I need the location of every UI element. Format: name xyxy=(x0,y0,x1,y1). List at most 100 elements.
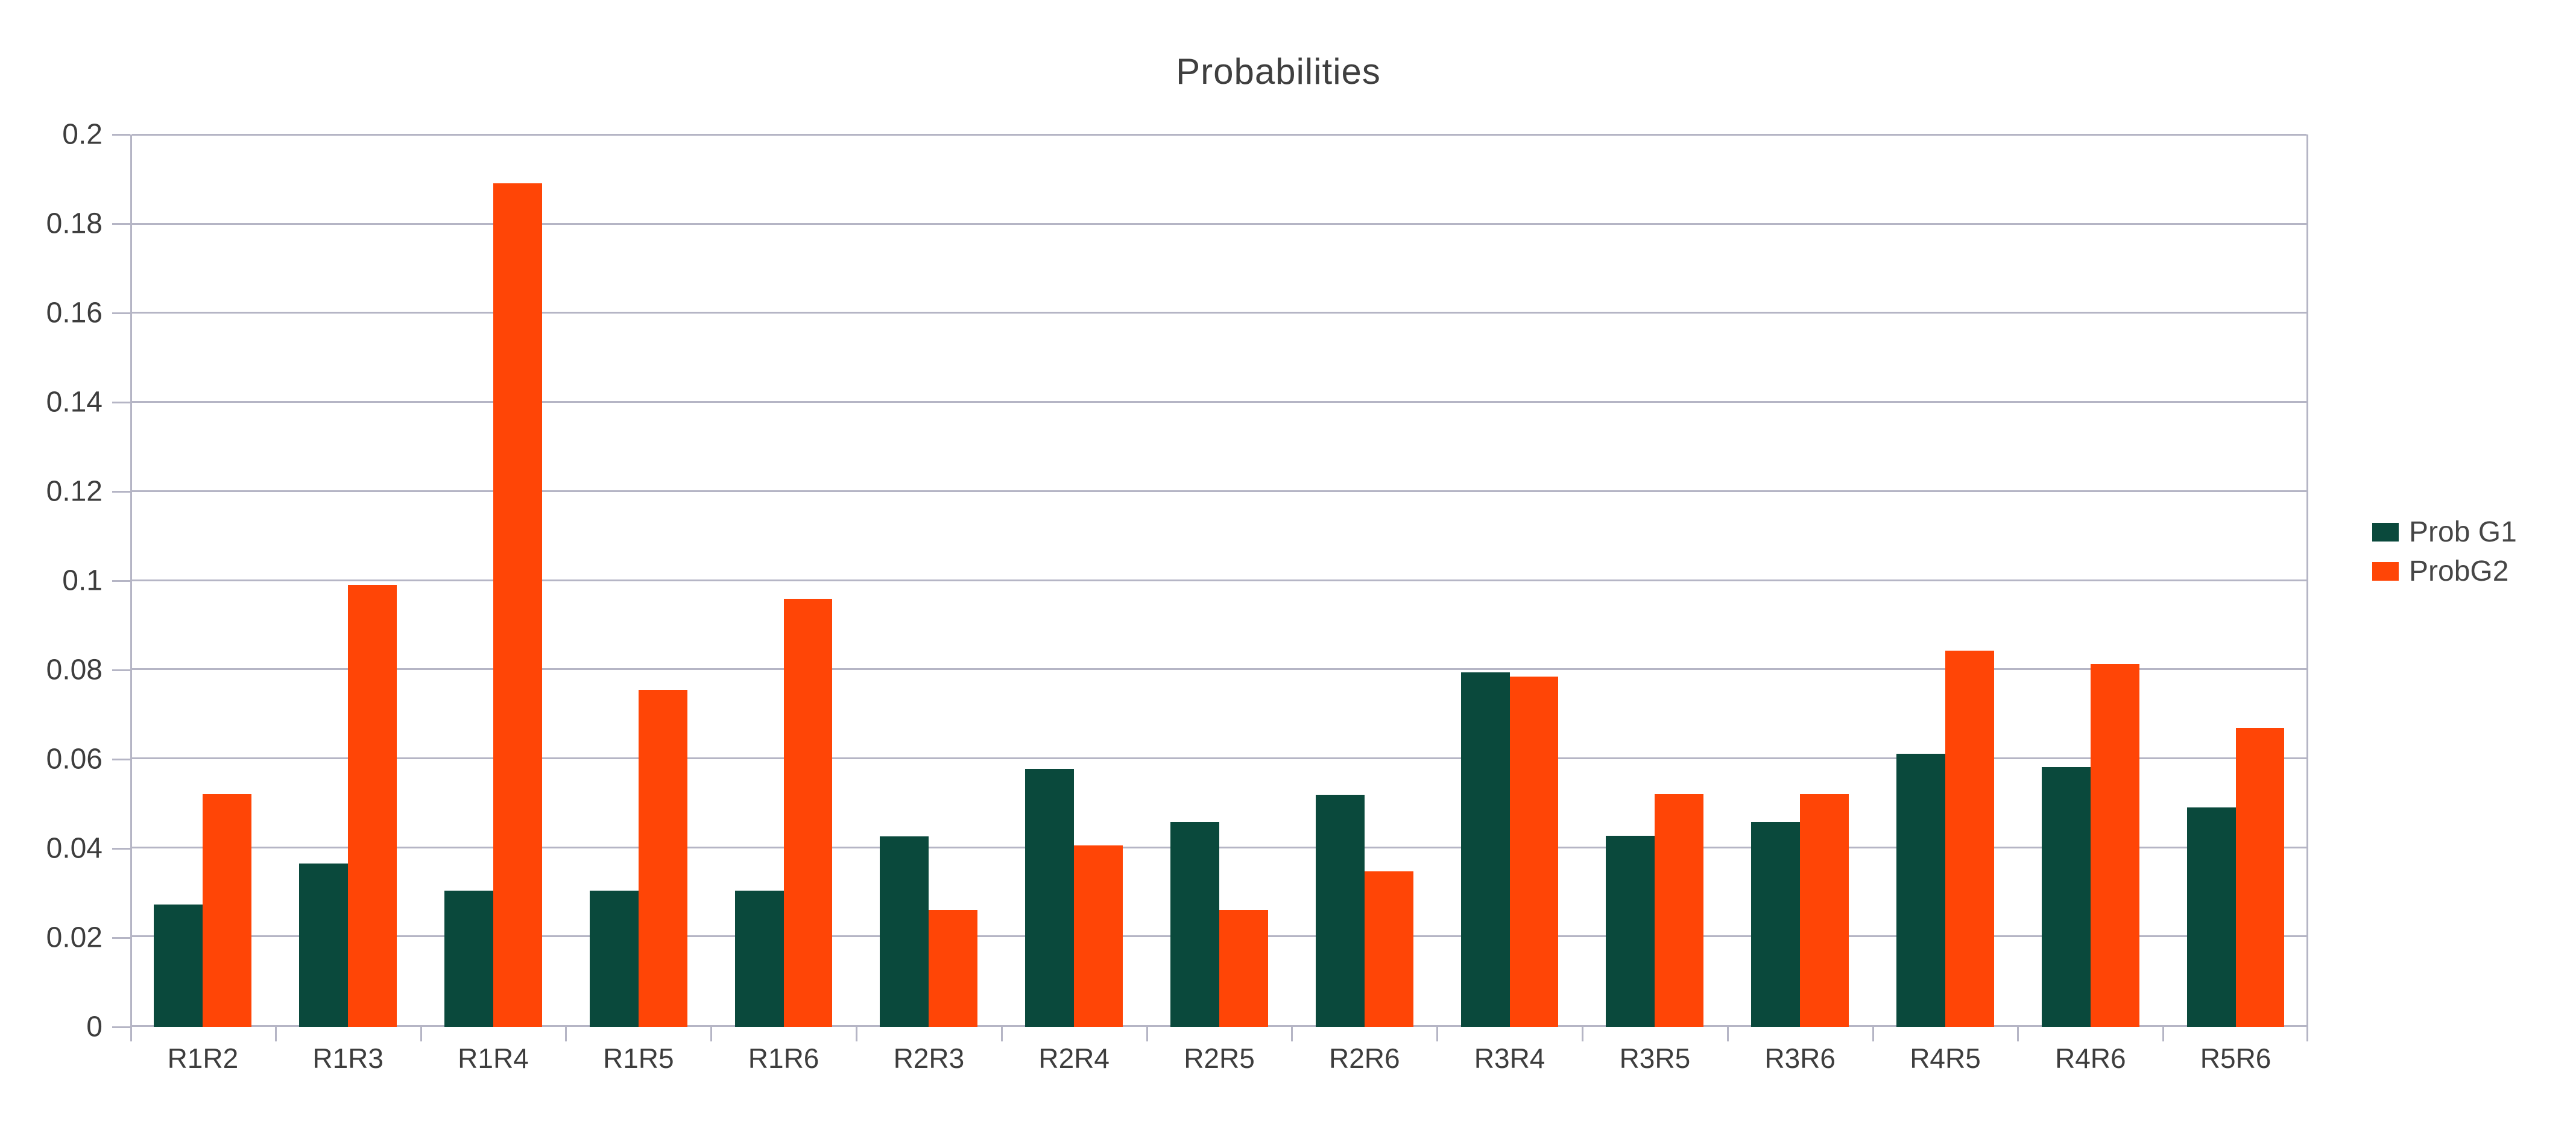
x-label-R1R5: R1R5 xyxy=(602,1043,674,1074)
x-label-R2R5: R2R5 xyxy=(1184,1043,1255,1074)
bar-group-R3R6 xyxy=(1728,134,1873,1027)
x-axis-tick xyxy=(2306,1027,2308,1041)
bar-group-R2R4 xyxy=(1002,134,1147,1027)
y-tick-label: 0.2 xyxy=(62,118,103,151)
y-tick-label: 0.02 xyxy=(46,921,103,954)
x-axis-tick xyxy=(420,1027,422,1041)
bar-probg2-R3R6 xyxy=(1800,794,1849,1027)
x-label-R2R3: R2R3 xyxy=(893,1043,965,1074)
bar-group-R4R5 xyxy=(1873,134,2018,1027)
x-axis-tick xyxy=(1291,1027,1293,1041)
gridline xyxy=(132,223,2306,225)
bar-group-R5R6 xyxy=(2163,134,2308,1027)
x-axis-tick xyxy=(710,1027,713,1041)
y-tick-label: 0.04 xyxy=(46,832,103,865)
y-tick-label: 0.12 xyxy=(46,475,103,508)
x-label-R3R5: R3R5 xyxy=(1619,1043,1691,1074)
y-axis-tick xyxy=(112,402,130,403)
x-axis-tick-labels: R1R2 R1R3 R1R4 R1R5 R1R6 R2R3 R2R4 R2R5 R2R6 R3R4… xyxy=(130,1042,2308,1078)
y-axis-tick xyxy=(112,669,130,671)
bar-probg2-R1R6 xyxy=(783,599,833,1027)
gridline xyxy=(132,312,2306,314)
x-label-R2R4: R2R4 xyxy=(1038,1043,1110,1074)
bar-group-R2R6 xyxy=(1292,134,1437,1027)
bar-probg1-R2R4 xyxy=(1025,768,1075,1027)
bar-group-R4R6 xyxy=(2018,134,2163,1027)
y-axis-tick xyxy=(112,491,130,493)
bar-probg1-R4R6 xyxy=(2041,766,2091,1027)
y-axis-tick-labels: 0 0.02 0.04 0.06 0.08 0.1 0.12 0.14 0.16 0.18 0.2 xyxy=(0,119,103,1043)
y-axis-tick xyxy=(112,580,130,582)
y-tick-label: 0.1 xyxy=(62,564,103,597)
x-axis-tick xyxy=(1581,1027,1583,1041)
bar-probg1-R1R2 xyxy=(154,904,203,1027)
bar-groups xyxy=(130,134,2308,1027)
bar-probg1-R3R5 xyxy=(1606,836,1655,1027)
bar-probg1-R3R6 xyxy=(1751,822,1801,1027)
x-label-R1R3: R1R3 xyxy=(312,1043,384,1074)
x-label-R1R6: R1R6 xyxy=(748,1043,819,1074)
y-tick-label: 0.06 xyxy=(46,743,103,775)
x-label-R4R6: R4R6 xyxy=(2054,1043,2126,1074)
bar-probg1-R4R5 xyxy=(1896,754,1945,1027)
x-label-R1R4: R1R4 xyxy=(458,1043,529,1074)
legend-entry-probg1: Prob G1 xyxy=(2372,516,2517,548)
gridline xyxy=(132,757,2306,759)
y-tick-label: 0.08 xyxy=(46,654,103,686)
y-tick-label: 0.18 xyxy=(46,207,103,240)
y-axis-tick xyxy=(112,223,130,225)
bar-group-R2R3 xyxy=(856,134,1002,1027)
bar-group-R1R6 xyxy=(711,134,856,1027)
x-axis-tick xyxy=(2017,1027,2019,1041)
bar-group-R1R4 xyxy=(421,134,566,1027)
x-label-R3R4: R3R4 xyxy=(1474,1043,1545,1074)
gridline xyxy=(132,579,2306,581)
x-axis-tick xyxy=(855,1027,857,1041)
bar-group-R1R2 xyxy=(130,134,276,1027)
bar-group-R2R5 xyxy=(1147,134,1292,1027)
bar-group-R3R5 xyxy=(1582,134,1728,1027)
y-axis-tick xyxy=(112,848,130,850)
bar-probg2-R5R6 xyxy=(2235,728,2285,1027)
y-axis-tick xyxy=(112,1026,130,1028)
bar-probg1-R1R6 xyxy=(734,890,784,1027)
x-axis-tick xyxy=(565,1027,567,1041)
x-label-R2R6: R2R6 xyxy=(1328,1043,1400,1074)
y-axis-tick xyxy=(112,312,130,314)
bar-probg1-R5R6 xyxy=(2186,807,2236,1027)
legend: Prob G1 ProbG2 xyxy=(2372,516,2517,587)
bar-probg2-R4R6 xyxy=(2090,664,2139,1027)
bar-probg2-R1R2 xyxy=(203,794,252,1027)
x-axis-tick xyxy=(1146,1027,1148,1041)
bar-probg2-R1R5 xyxy=(638,690,687,1027)
bar-probg1-R1R5 xyxy=(589,890,639,1027)
bar-probg1-R1R3 xyxy=(299,864,349,1027)
gridline xyxy=(132,668,2306,671)
y-tick-label: 0.14 xyxy=(46,386,103,418)
bar-probg1-R3R4 xyxy=(1460,672,1510,1027)
bar-probg2-R2R3 xyxy=(929,910,978,1027)
x-axis-tick xyxy=(1436,1027,1439,1041)
x-label-R3R6: R3R6 xyxy=(1764,1043,1836,1074)
gridline xyxy=(132,134,2306,136)
bar-probg2-R1R4 xyxy=(493,183,542,1027)
x-axis-tick xyxy=(130,1027,132,1041)
legend-entry-probg2: ProbG2 xyxy=(2372,555,2517,587)
y-axis-tick xyxy=(112,759,130,760)
y-tick-label: 0 xyxy=(86,1011,103,1043)
gridline xyxy=(132,490,2306,492)
x-axis-tick xyxy=(1000,1027,1003,1041)
gridline xyxy=(132,401,2306,403)
legend-swatch-icon xyxy=(2372,522,2399,542)
legend-label: Prob G1 xyxy=(2409,516,2517,548)
gridline xyxy=(132,846,2306,848)
x-label-R5R6: R5R6 xyxy=(2200,1043,2271,1074)
y-axis-tick xyxy=(112,937,130,939)
bar-group-R3R4 xyxy=(1437,134,1582,1027)
y-axis-tick xyxy=(112,134,130,136)
x-axis-tick xyxy=(274,1027,277,1041)
x-axis-tick xyxy=(2162,1027,2165,1041)
bar-group-R1R3 xyxy=(276,134,421,1027)
legend-swatch-icon xyxy=(2372,561,2399,581)
